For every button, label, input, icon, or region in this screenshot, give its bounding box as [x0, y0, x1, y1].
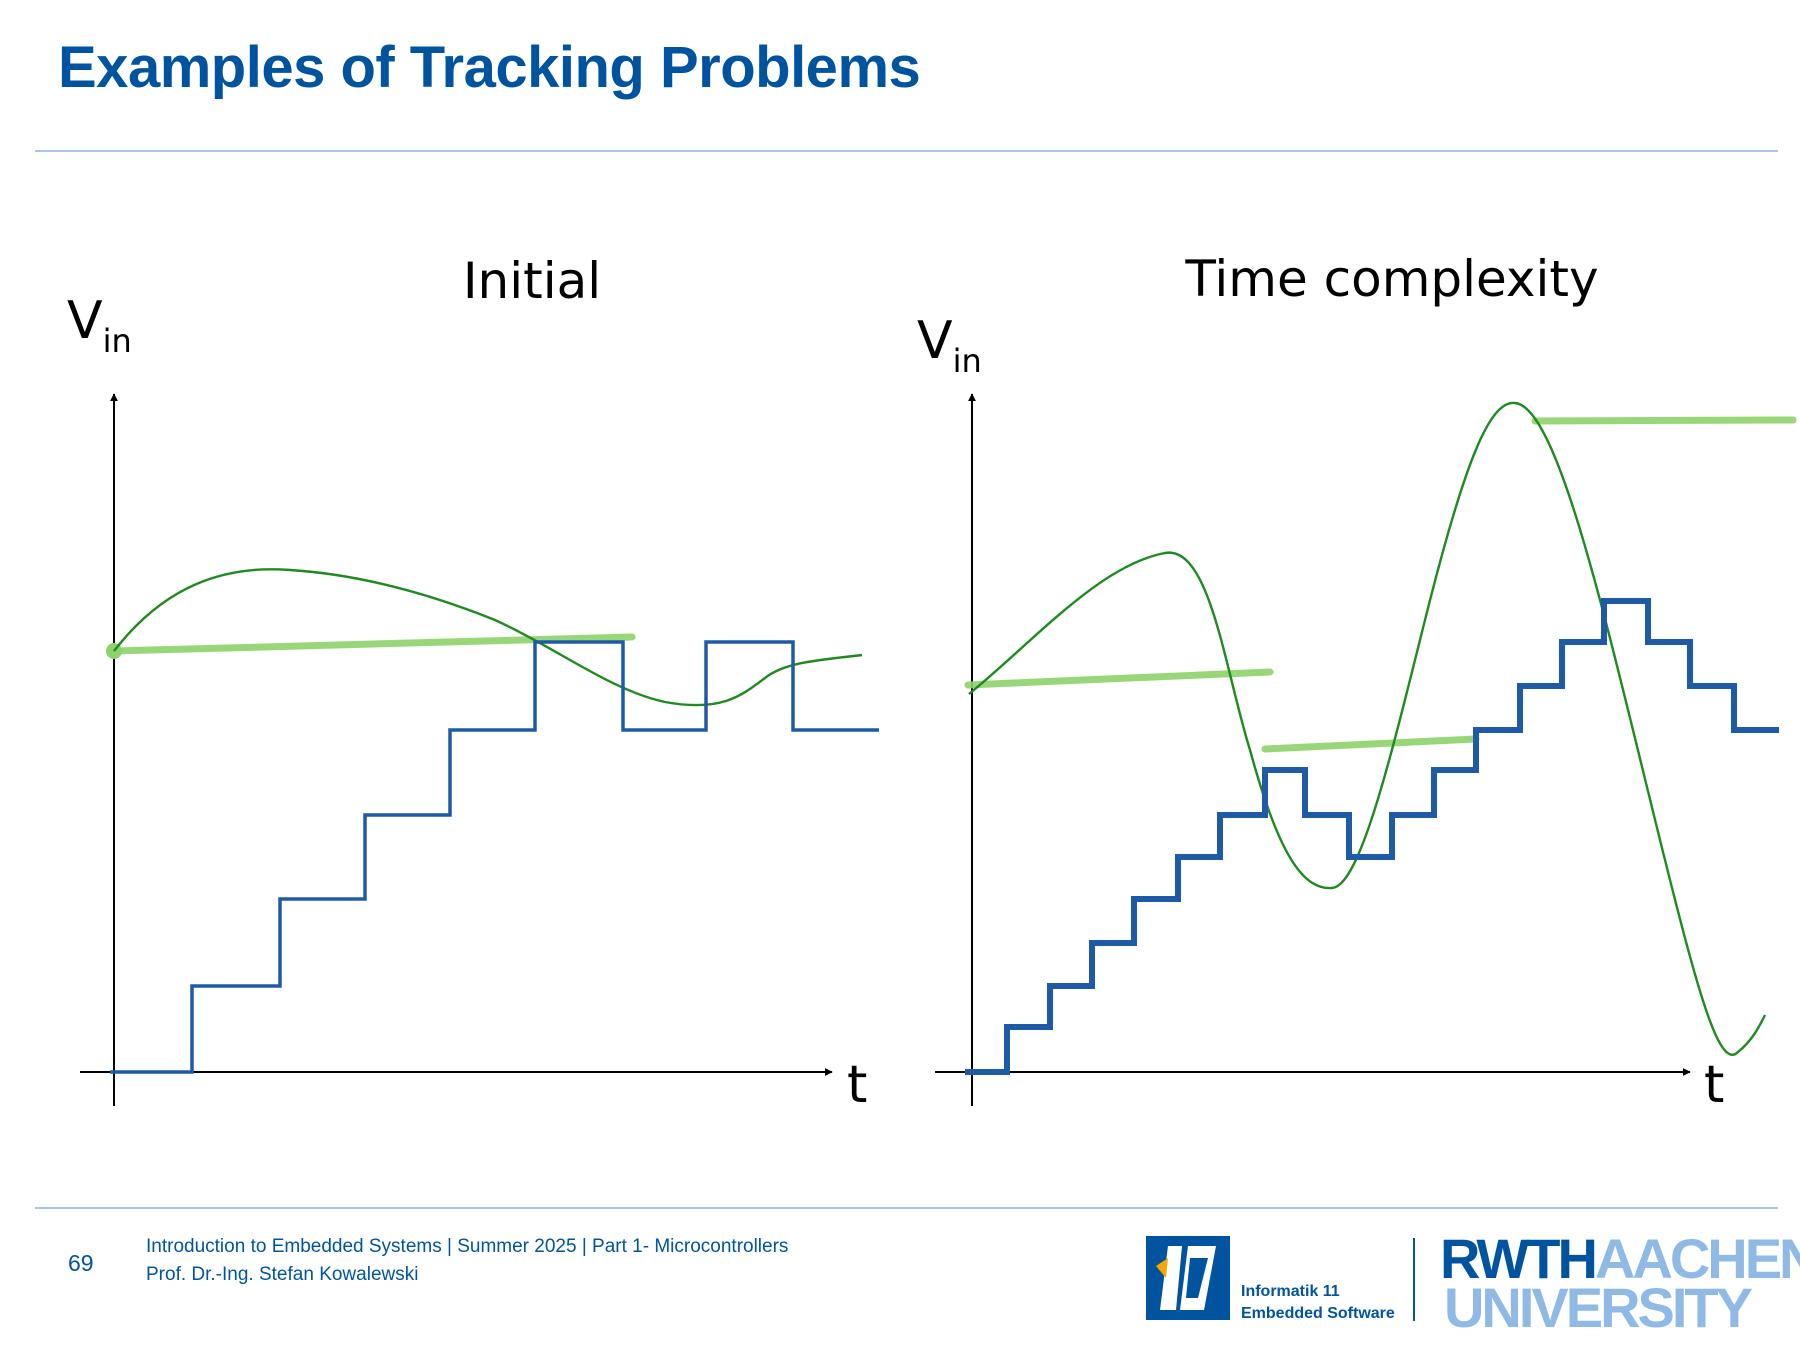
footer-course-line: Introduction to Embedded Systems | Summe…: [146, 1236, 789, 1257]
x-axis-label-time-complexity: t: [1704, 1055, 1724, 1115]
footer-divider: [35, 1207, 1778, 1209]
panel-time-complexity: Time complexity Vin t: [917, 250, 1797, 1115]
logo-divider: [1413, 1238, 1415, 1321]
university-word: UNIVERSITY: [1443, 1276, 1753, 1339]
i11-line1: Informatik 11: [1241, 1283, 1340, 1300]
rwth-aachen-logo: RWTHAACHEN UNIVERSITY: [1440, 1231, 1800, 1339]
converter-output-staircase: [110, 640, 879, 1074]
rwth-word: RWTH: [1440, 1227, 1598, 1290]
sample-hold-level-1: [964, 668, 1274, 689]
footer-author-line: Prof. Dr.-Ing. Stefan Kowalewski: [146, 1264, 419, 1285]
panel-title-initial: Initial: [463, 252, 601, 310]
sample-hold-level-2: [1261, 735, 1480, 753]
input-signal-curve: [113, 568, 863, 707]
input-signal-curve-fast: [968, 401, 1767, 1056]
page-number: 69: [68, 1250, 94, 1276]
slide-title: Examples of Tracking Problems: [58, 35, 921, 100]
i11-line2: Embedded Software: [1241, 1305, 1395, 1322]
panel-initial: Initial Vin t: [67, 252, 879, 1115]
title-divider: [35, 150, 1778, 152]
y-axis-label-initial: Vin: [67, 291, 132, 360]
x-axis-label-initial: t: [847, 1055, 867, 1115]
informatik-11-logo-icon: [1146, 1236, 1230, 1320]
panel-title-time-complexity: Time complexity: [1184, 250, 1598, 308]
y-axis-label-time-complexity: Vin: [917, 311, 982, 380]
converter-output-staircase-fast: [965, 598, 1779, 1075]
sample-hold-level: [110, 633, 636, 655]
informatik-11-wordmark: Informatik 11 Embedded Software: [1241, 1281, 1395, 1325]
footer-text: Introduction to Embedded Systems | Summe…: [146, 1233, 788, 1289]
aachen-word: AACHEN: [1594, 1227, 1800, 1290]
sample-hold-level-3: [1531, 416, 1797, 425]
rwth-logo-line1: RWTHAACHEN: [1440, 1231, 1800, 1287]
